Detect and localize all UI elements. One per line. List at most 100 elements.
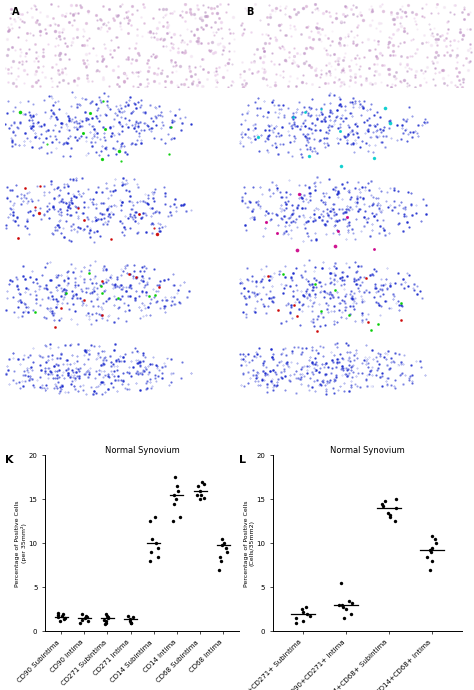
Point <box>302 601 310 612</box>
Point <box>102 617 109 628</box>
Point <box>217 555 224 566</box>
Point <box>428 555 436 566</box>
Point <box>346 609 354 620</box>
Point <box>124 610 132 621</box>
Point <box>61 613 68 624</box>
Point <box>59 609 67 620</box>
Point <box>126 615 133 627</box>
Point <box>392 494 400 505</box>
Y-axis label: Percentage of Positive Cells
(Cells/35mm2): Percentage of Positive Cells (Cells/35mm… <box>244 500 255 586</box>
Point <box>82 613 89 624</box>
Point <box>148 533 156 544</box>
Point <box>219 540 226 551</box>
Point <box>129 612 137 623</box>
Point <box>428 531 436 542</box>
Point <box>303 609 311 620</box>
Text: K: K <box>5 455 13 465</box>
Point <box>338 600 346 611</box>
Point <box>82 610 90 621</box>
Point <box>84 615 92 627</box>
Point <box>306 610 314 621</box>
Point <box>299 607 307 618</box>
Point <box>77 618 84 629</box>
Text: B: B <box>246 7 254 17</box>
Point <box>379 501 387 512</box>
Point <box>426 545 434 556</box>
Point <box>218 533 226 544</box>
Point <box>101 619 109 630</box>
Point <box>170 498 178 509</box>
Point <box>335 600 343 611</box>
Point <box>223 542 230 553</box>
Point <box>381 495 389 506</box>
Point <box>432 538 440 549</box>
Point <box>200 492 208 503</box>
Point <box>83 612 91 623</box>
Point <box>127 617 135 628</box>
Point <box>102 615 109 627</box>
Point <box>193 489 201 500</box>
Point <box>100 614 108 625</box>
Point <box>392 516 399 527</box>
Title: Normal Synovium: Normal Synovium <box>105 446 180 455</box>
Point <box>54 607 61 618</box>
Point <box>428 542 436 553</box>
Point <box>198 489 205 500</box>
Text: C: C <box>12 90 18 99</box>
Point <box>342 604 350 615</box>
Point <box>220 538 228 549</box>
Point <box>337 578 345 589</box>
Point <box>147 546 155 558</box>
Point <box>103 610 111 621</box>
Point <box>169 516 177 527</box>
Text: G: G <box>246 90 253 99</box>
Point <box>428 546 435 558</box>
Point <box>298 604 306 615</box>
Point <box>176 511 184 522</box>
Point <box>102 609 109 620</box>
Point <box>153 538 160 549</box>
Point <box>154 542 162 553</box>
Point <box>127 613 134 624</box>
Point <box>392 502 400 513</box>
Point <box>78 609 86 620</box>
Point <box>195 481 202 492</box>
Point <box>128 618 135 629</box>
Point <box>345 595 352 606</box>
Point <box>426 564 434 575</box>
Point <box>151 511 158 522</box>
Point <box>154 551 161 562</box>
Point <box>173 494 180 505</box>
Text: H: H <box>246 174 253 183</box>
Point <box>223 546 230 558</box>
Point <box>292 617 300 628</box>
Point <box>216 551 224 562</box>
Point <box>58 610 66 621</box>
Point <box>146 555 154 566</box>
Y-axis label: Percentage of Positive Cells
(per 35mm²): Percentage of Positive Cells (per 35mm²) <box>15 500 27 586</box>
Point <box>196 494 204 505</box>
Point <box>105 612 112 623</box>
Text: J: J <box>246 341 249 350</box>
Point <box>348 598 356 609</box>
Point <box>387 511 394 522</box>
Point <box>55 612 62 623</box>
Point <box>424 551 431 562</box>
Point <box>55 609 62 620</box>
Point <box>146 516 154 527</box>
Point <box>339 601 346 612</box>
Text: D: D <box>12 174 18 183</box>
Point <box>199 476 206 487</box>
Point <box>431 533 438 544</box>
Text: A: A <box>12 7 19 17</box>
Point <box>340 613 348 624</box>
Point <box>197 485 204 496</box>
Point <box>174 485 182 496</box>
Text: F: F <box>12 341 17 350</box>
Point <box>78 614 85 625</box>
Point <box>292 613 300 624</box>
Text: E: E <box>12 257 17 266</box>
Text: L: L <box>239 455 246 465</box>
Point <box>300 615 307 627</box>
Point <box>170 489 177 500</box>
